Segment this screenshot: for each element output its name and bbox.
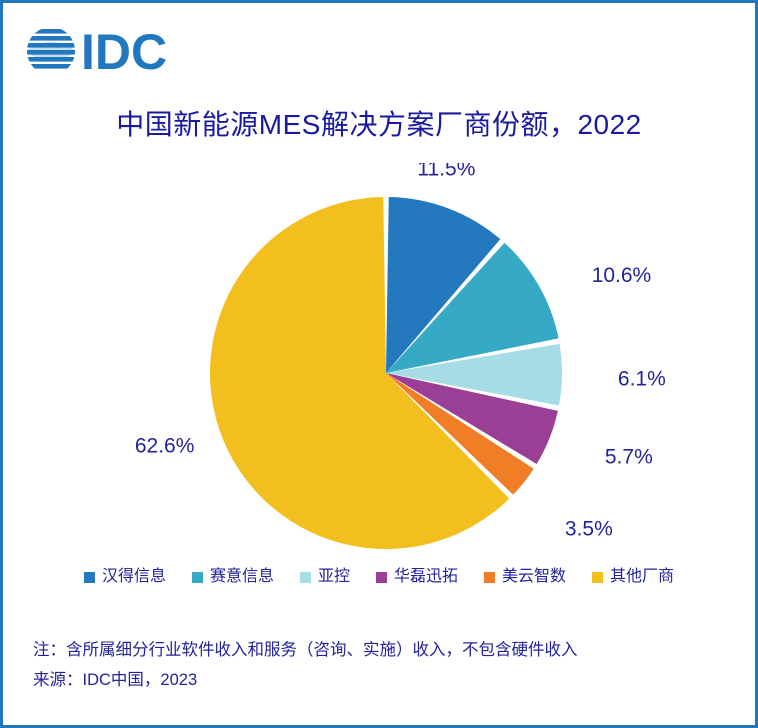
legend-swatch-icon [191,571,203,583]
pie-slice-label: 62.6% [135,435,195,458]
pie-slice-label: 3.5% [565,517,613,540]
legend-item[interactable]: 亚控 [299,568,350,585]
legend-item-label: 汉得信息 [101,568,166,585]
legend-item[interactable]: 美云智数 [484,569,566,585]
legend-item[interactable]: 华磊迅拓 [376,569,458,585]
pie-slice-label: 11.5% [417,163,475,180]
legend-item[interactable]: 赛意信息 [191,568,274,585]
pie-slice[interactable] [386,242,559,373]
pie-slice-label: 5.7% [605,446,653,469]
footnote-note: 注：含所属细分行业软件收入和服务（咨询、实施）收入，不包含硬件收入 [33,641,578,659]
pie-slice[interactable] [386,197,501,373]
legend-item-label: 亚控 [317,568,350,585]
idc-globe-icon [27,29,75,69]
legend-swatch-icon [592,571,604,583]
pie-chart-svg: 11.5% 10.6% 6.1% 5.7% 3.5% 62.6% [135,163,666,549]
legend-swatch-icon [484,571,496,583]
pie-data-labels: 11.5% 10.6% 6.1% 5.7% 3.5% 62.6% [135,163,666,540]
legend-swatch-icon [83,571,95,583]
pie-slice-label: 6.1% [618,367,666,390]
idc-logo: IDC [25,23,195,79]
pie-slices [210,197,563,549]
legend-item-label: 华磊迅拓 [394,568,459,585]
pie-slice[interactable] [386,373,534,495]
idc-logo-svg: IDC [27,25,167,77]
legend-item-label: 赛意信息 [209,568,274,585]
pie-slice-label: 10.6% [592,264,652,287]
legend-item[interactable]: 其他厂商 [592,569,674,585]
legend-swatch-icon [299,571,311,583]
pie-chart: 11.5% 10.6% 6.1% 5.7% 3.5% 62.6% [3,163,755,558]
pie-slice[interactable] [210,197,510,549]
pie-slice[interactable] [386,343,563,406]
idc-logo-text: IDC [81,25,167,77]
legend-swatch-icon [376,571,387,583]
pie-slice[interactable] [386,373,558,465]
footnote-source: 来源：IDC中国，2023 [33,671,198,689]
chart-legend: 汉得信息 赛意信息 亚控 华磊迅拓 美云智数 其他厂商 [3,569,755,585]
legend-item-label: 美云智数 [502,568,567,585]
legend-item-label: 其他厂商 [610,568,675,585]
footnotes: 注：含所属细分行业软件收入和服务（咨询、实施）收入，不包含硬件收入 来源：IDC… [33,635,578,695]
legend-item[interactable]: 汉得信息 [83,568,166,585]
page-title: 中国新能源MES解决方案厂商份额，2022 [116,109,642,140]
